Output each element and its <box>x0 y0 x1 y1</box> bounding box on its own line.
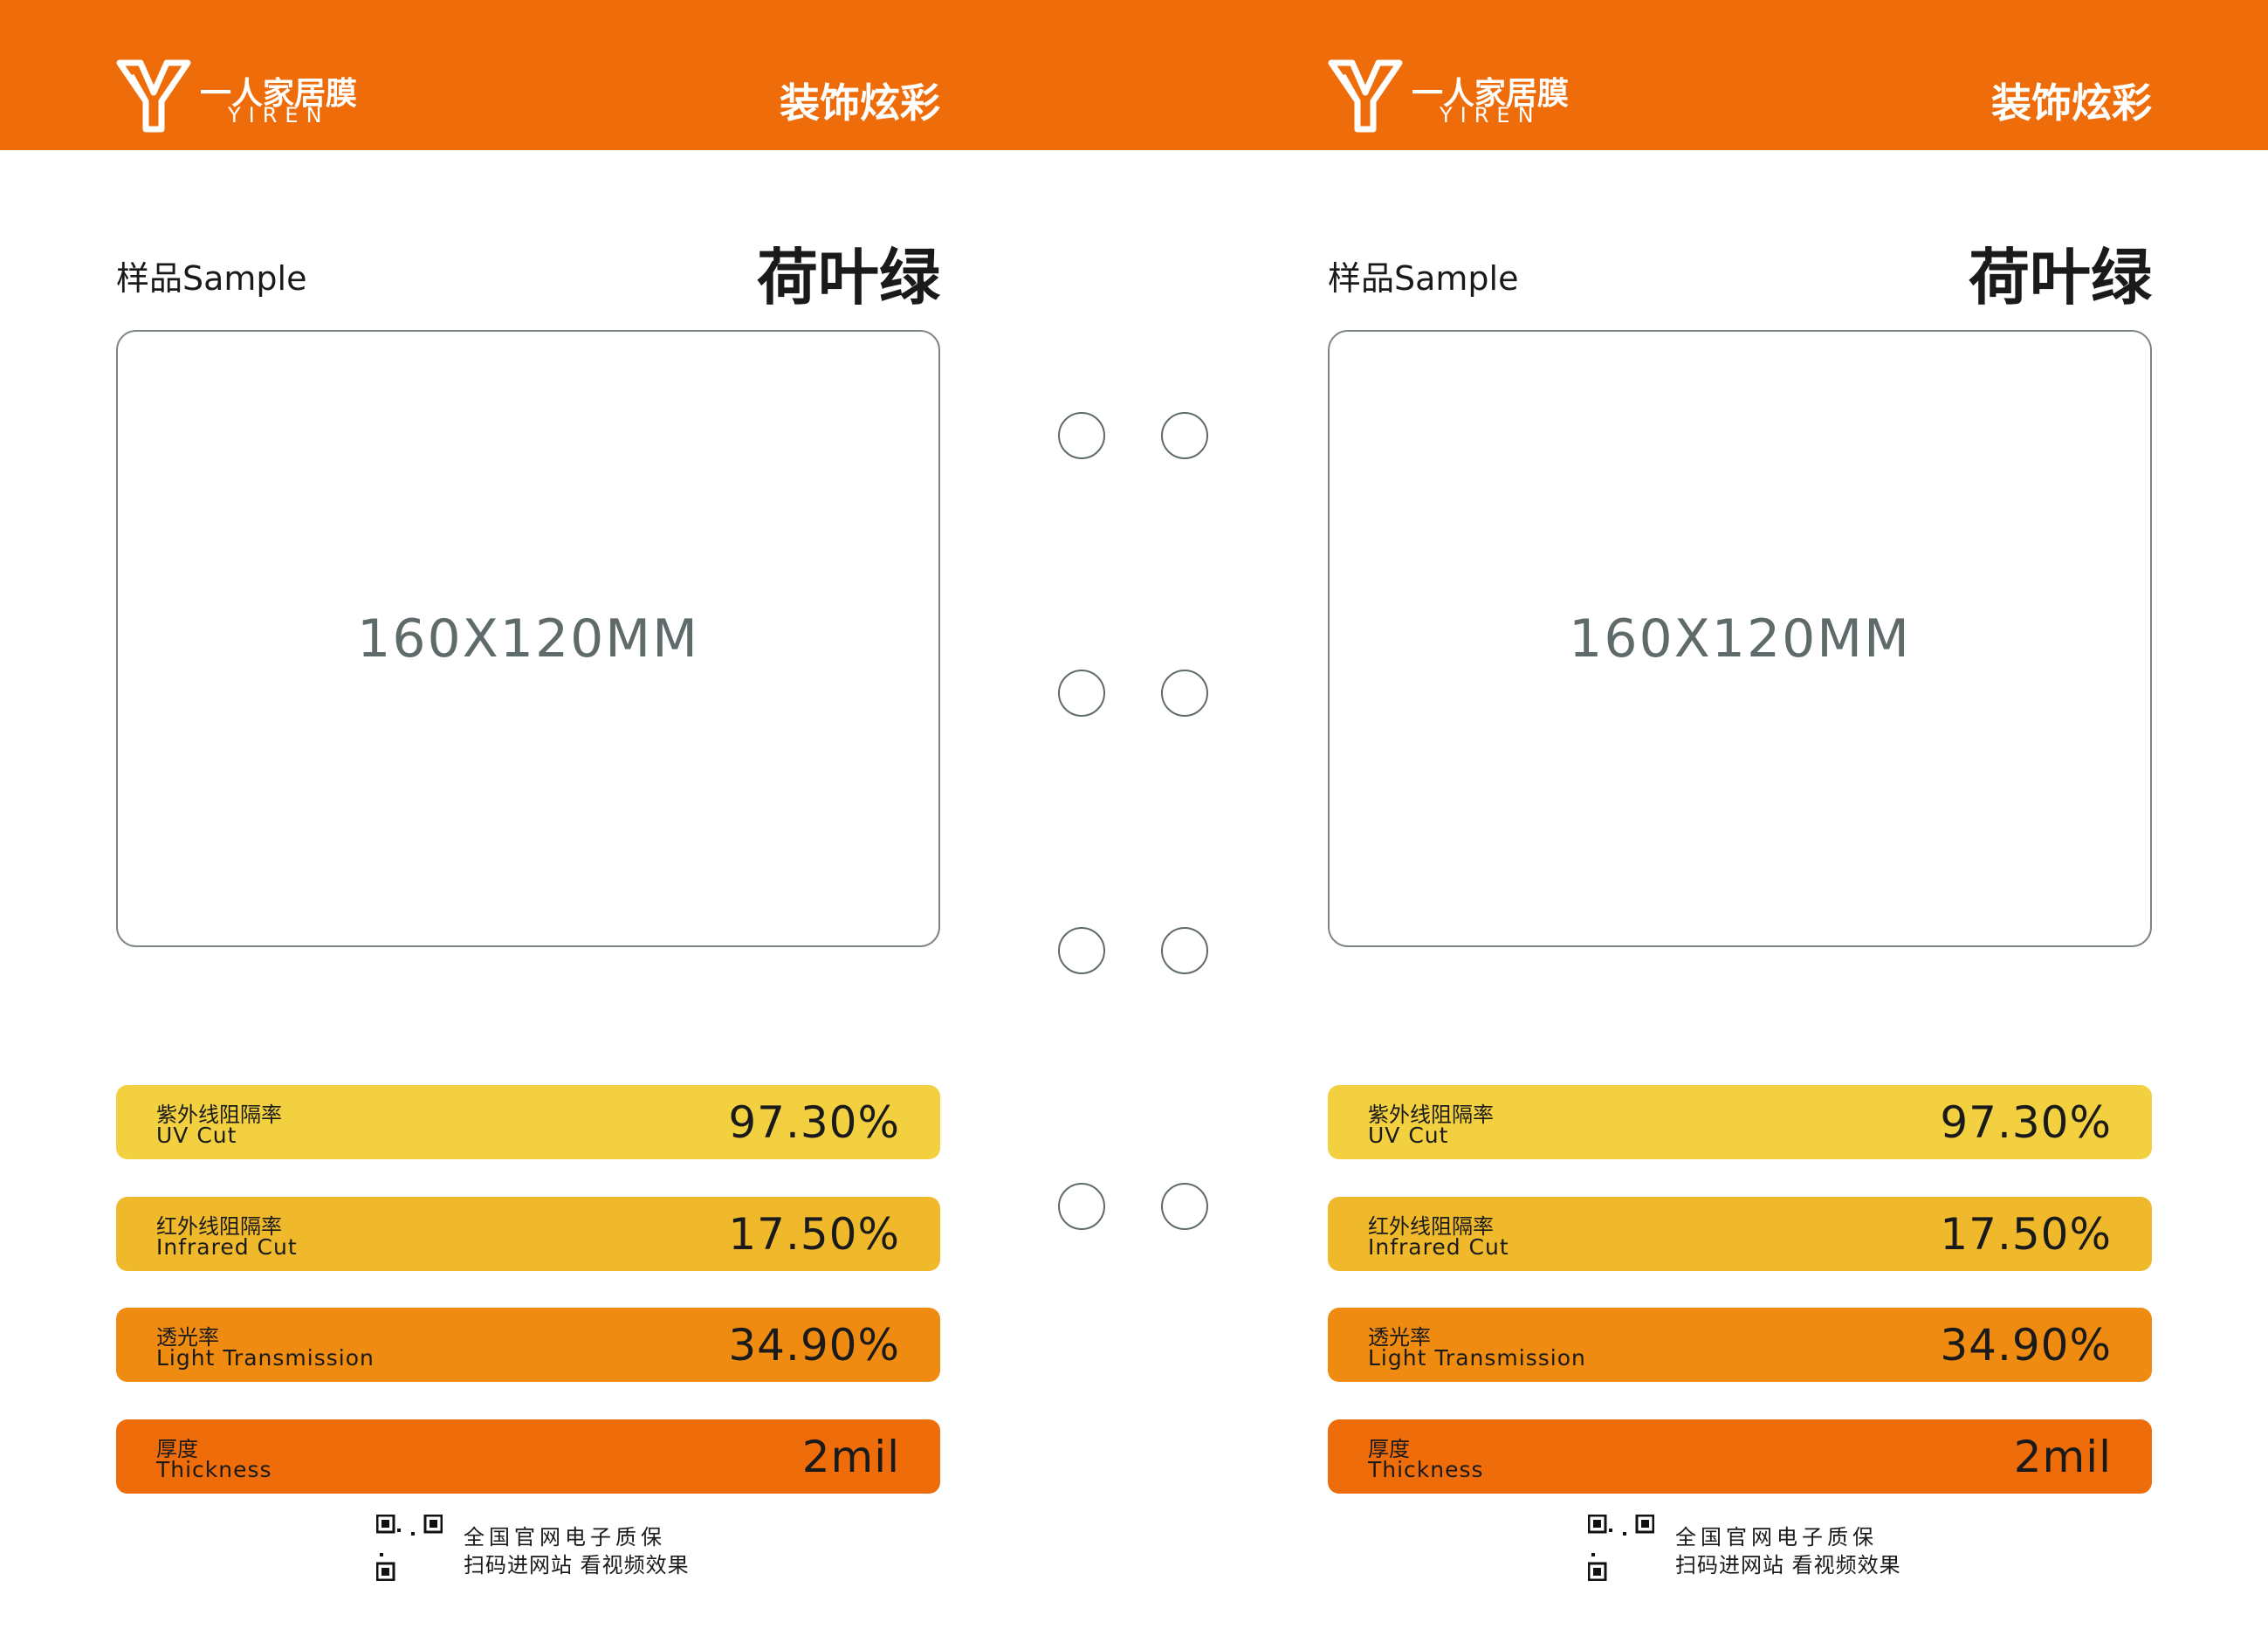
binder-hole <box>1161 1183 1208 1230</box>
footer-line: 全国官网电子质保 <box>1675 1525 1878 1549</box>
spec-label-cn: 紫外线阻隔率 <box>1368 1103 1494 1127</box>
spec-bar: 紫外线阻隔率 UV Cut 97.30% <box>1328 1085 2152 1159</box>
sample-label: 样品Sample <box>116 259 307 298</box>
spec-bar: 透光率 Light Transmission 34.90% <box>1328 1308 2152 1382</box>
spec-value: 2mil <box>801 1431 900 1482</box>
spec-label-en: Infrared Cut <box>1368 1233 1509 1260</box>
spec-label-cn: 透光率 <box>156 1325 219 1350</box>
spec-bar: 厚度 Thickness 2mil <box>1328 1419 2152 1494</box>
sample-label: 样品Sample <box>1328 259 1519 298</box>
sample-size: 160X120MM <box>1569 608 1911 670</box>
footer-line: 扫码进网站 看视频效果 <box>464 1553 690 1577</box>
color-name: 荷叶绿 <box>1969 242 2152 313</box>
binder-hole <box>1058 1183 1105 1230</box>
footer-line: 扫码进网站 看视频效果 <box>1675 1553 1901 1577</box>
footer-line: 全国官网电子质保 <box>464 1525 666 1549</box>
spec-bar: 红外线阻隔率 Infrared Cut 17.50% <box>1328 1196 2152 1271</box>
spec-label-cn: 厚度 <box>1368 1436 1410 1461</box>
spec-bar: 紫外线阻隔率 UV Cut 97.30% <box>116 1085 940 1159</box>
spec-value: 17.50% <box>728 1208 900 1260</box>
color-name: 荷叶绿 <box>757 242 940 313</box>
binder-hole <box>1161 670 1208 717</box>
spec-label-en: UV Cut <box>156 1123 237 1148</box>
spec-label-cn: 红外线阻隔率 <box>1368 1213 1494 1239</box>
spec-value: 34.90% <box>728 1320 900 1371</box>
sample-box: 160X120MM <box>1328 330 2152 947</box>
spec-label-cn: 紫外线阻隔率 <box>156 1103 282 1127</box>
logo-mark <box>1328 59 1403 133</box>
header-tagline: 装饰炫彩 <box>780 79 940 127</box>
sample-box: 160X120MM <box>116 330 940 947</box>
header-bar <box>0 0 2268 150</box>
header-tagline: 装饰炫彩 <box>1991 79 2152 127</box>
spec-value: 34.90% <box>1940 1320 2112 1371</box>
brand-subname: YIREN <box>1440 103 1542 127</box>
logo-mark <box>116 59 191 133</box>
binder-hole <box>1058 412 1105 459</box>
spec-label-en: UV Cut <box>1368 1123 1449 1148</box>
binder-hole <box>1161 927 1208 974</box>
binder-hole <box>1161 412 1208 459</box>
qr-code <box>376 1515 443 1581</box>
brand-subname: YIREN <box>228 103 330 127</box>
spec-label-cn: 透光率 <box>1368 1325 1431 1350</box>
spec-bar: 厚度 Thickness 2mil <box>116 1419 940 1494</box>
binder-hole <box>1058 927 1105 974</box>
spec-label-cn: 厚度 <box>156 1436 198 1461</box>
brand-name: 一人家居膜 <box>200 76 358 112</box>
spec-value: 97.30% <box>728 1097 900 1148</box>
spec-value: 2mil <box>2013 1431 2112 1482</box>
spec-label-en: Thickness <box>156 1456 272 1482</box>
spec-label-en: Light Transmission <box>156 1345 375 1371</box>
spec-label-en: Thickness <box>1368 1456 1484 1482</box>
brand-name: 一人家居膜 <box>1412 76 1570 112</box>
spec-value: 17.50% <box>1940 1208 2112 1260</box>
spec-bar: 红外线阻隔率 Infrared Cut 17.50% <box>116 1196 940 1271</box>
sample-size: 160X120MM <box>357 608 699 670</box>
spec-value: 97.30% <box>1940 1097 2112 1148</box>
spec-label-en: Infrared Cut <box>156 1233 298 1260</box>
spec-label-cn: 红外线阻隔率 <box>156 1213 282 1239</box>
qr-code <box>1588 1515 1654 1581</box>
spec-bar: 透光率 Light Transmission 34.90% <box>116 1308 940 1382</box>
binder-hole <box>1058 670 1105 717</box>
spec-label-en: Light Transmission <box>1368 1345 1586 1371</box>
